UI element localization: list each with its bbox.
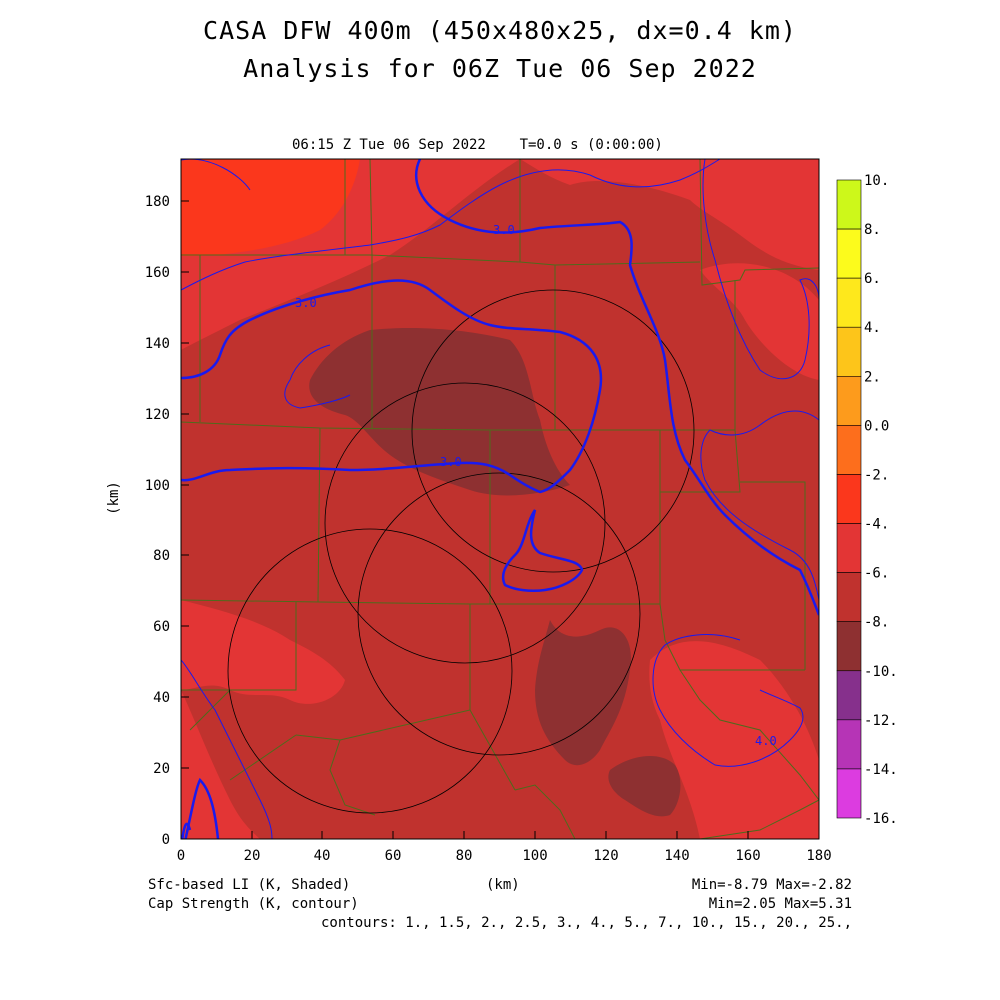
valid-time-label: 06:15 Z Tue 06 Sep 2022 T=0.0 s (0:00:00… (292, 137, 663, 153)
y-tick-label: 120 (145, 407, 170, 423)
x-tick-label: 180 (806, 848, 831, 864)
colorbar-label: 4. (864, 320, 881, 336)
colorbar-swatch (836, 572, 862, 622)
colorbar-swatch (836, 228, 862, 279)
y-tick-labels: 0 20 40 60 80 100 120 140 160 180 (145, 194, 170, 848)
colorbar-label: -16. (864, 811, 898, 827)
x-tick-label: 100 (522, 848, 547, 864)
shade-dark-south (535, 620, 631, 766)
contour-label: 3.0 (493, 223, 515, 237)
contour-levels: contours: 1., 1.5, 2., 2.5, 3., 4., 5., … (320, 915, 852, 931)
bold-contours (181, 159, 819, 839)
x-ticks (180, 831, 820, 839)
colorbar-label: -10. (864, 664, 898, 680)
y-tick-label: 0 (162, 832, 170, 848)
shade-dark-center (309, 328, 570, 496)
radar-rings (227, 289, 695, 814)
colorbar-label: -4. (864, 517, 889, 533)
x-tick-label: 20 (244, 848, 261, 864)
shaded-minmax: Min=-8.79 Max=-2.82 (691, 877, 852, 893)
shade-light-sw (181, 600, 345, 704)
colorbar-label: 2. (864, 369, 881, 385)
colorbar-label: -2. (864, 467, 889, 483)
colorbar-swatch (836, 376, 862, 426)
x-tick-label: 0 (177, 848, 185, 864)
colorbar-label: 6. (864, 271, 881, 287)
radar-ring-2 (411, 289, 695, 573)
colorbar-swatch (836, 474, 862, 524)
y-tick-label: 20 (153, 761, 170, 777)
y-tick-label: 60 (153, 619, 170, 635)
x-tick-label: 140 (664, 848, 689, 864)
y-tick-label: 100 (145, 478, 170, 494)
colorbar-label: -8. (864, 615, 889, 631)
colorbar-label: 0.0 (864, 418, 889, 434)
plot-area: 3.0 3.0 3.0 4.0 (181, 159, 819, 839)
colorbar-swatch (836, 326, 862, 377)
colorbar-swatch (836, 670, 862, 721)
contour-field-label: Cap Strength (K, contour) (148, 896, 359, 912)
radar-ring-3 (227, 528, 513, 814)
x-tick-label: 60 (385, 848, 402, 864)
shade-light-top (520, 159, 819, 270)
x-axis-label: (km) (486, 877, 520, 893)
shade-light-ne (700, 263, 819, 380)
contour-labels: 3.0 3.0 3.0 4.0 (295, 223, 777, 748)
contour-minmax: Min=2.05 Max=5.31 (708, 896, 852, 912)
colorbar-swatch (836, 768, 862, 819)
shade-light-se (649, 641, 819, 839)
contour-label: 3.0 (440, 455, 462, 469)
y-tick-label: 40 (153, 690, 170, 706)
y-ticks (181, 200, 189, 840)
colorbar-swatch (836, 277, 862, 328)
y-tick-label: 180 (145, 194, 170, 210)
y-tick-label: 80 (153, 548, 170, 564)
colorbar-label: 8. (864, 222, 881, 238)
colorbar-swatch (836, 425, 862, 475)
x-tick-label: 80 (456, 848, 473, 864)
plot-frame (180, 158, 820, 840)
x-tick-label: 160 (735, 848, 760, 864)
shade-bright-nw (181, 159, 360, 256)
shaded-field-label: Sfc-based LI (K, Shaded) (148, 877, 351, 893)
colorbar-swatch (836, 179, 862, 230)
colorbar-label: -6. (864, 566, 889, 582)
chart-subtitle: Analysis for 06Z Tue 06 Sep 2022 (243, 54, 757, 83)
x-tick-label: 120 (593, 848, 618, 864)
y-tick-label: 160 (145, 265, 170, 281)
colorbar-label: 10. (864, 173, 889, 189)
shade-light-s (181, 690, 260, 839)
y-tick-label: 140 (145, 336, 170, 352)
contour-label: 3.0 (295, 296, 317, 310)
colorbar-label: -14. (864, 762, 898, 778)
chart-title: CASA DFW 400m (450x480x25, dx=0.4 km) (203, 16, 797, 45)
x-tick-labels: 0 20 40 60 80 100 120 140 160 180 (177, 848, 832, 864)
colorbar-swatch (836, 719, 862, 770)
contour-label: 4.0 (755, 734, 777, 748)
colorbar-swatch (836, 621, 862, 672)
y-axis-label: (km) (106, 481, 122, 515)
x-tick-label: 40 (314, 848, 331, 864)
colorbar-label: -12. (864, 713, 898, 729)
colorbar: 10. 8. 6. 4. 2. 0.0 -2. -4. -6. -8. -10. -12. -14. -1… (836, 173, 898, 827)
colorbar-swatch (836, 523, 862, 573)
shade-dark-southeast (608, 755, 681, 817)
radar-ring-4 (357, 472, 641, 756)
radar-ring-1 (324, 382, 606, 664)
